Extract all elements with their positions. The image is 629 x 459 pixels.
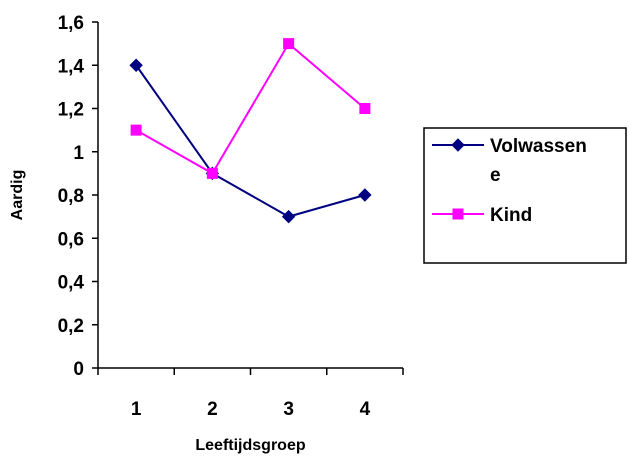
data-point-diamond [281,209,296,224]
y-tick-label: 1 [73,143,84,164]
data-point-diamond [451,138,465,152]
legend-label: e [490,165,501,186]
data-point-square [359,103,371,114]
series-line [135,64,366,218]
series-layer [129,38,372,224]
data-point-diamond [358,188,372,202]
x-tick-label: 1 [131,399,142,420]
y-tick-label: 1,4 [58,56,85,77]
x-tick-label: 4 [360,399,371,420]
data-point-square [283,38,295,50]
data-point-square [130,124,142,136]
data-point-diamond [129,58,143,72]
y-tick-label: 0,6 [58,229,84,250]
y-axis-title: Aardig [9,170,26,221]
x-tick-label: 3 [283,399,294,420]
legend-label: Kind [490,205,532,226]
legend: Volwassen e Kind [423,127,627,264]
series-kind [130,38,371,179]
x-axis-title: Leeftijdsgroep [195,437,305,454]
x-axis-ticks: 1 2 3 4 [97,368,404,420]
y-axis-ticks: 0 0,2 0,4 0,6 0,8 1 1,2 1,4 1,6 [58,13,98,380]
data-point-square [206,167,218,179]
y-tick-label: 1,2 [58,100,84,121]
y-tick-label: 1,6 [58,13,84,34]
legend-entry-volwassene: Volwassen e [432,136,587,186]
y-tick-label: 0,4 [58,273,85,294]
legend-entry-kind: Kind [432,205,532,226]
series-line [135,42,366,175]
y-tick-label: 0,2 [58,316,84,337]
x-tick-label: 2 [207,399,218,420]
y-tick-label: 0,8 [58,186,84,207]
data-point-square [452,208,464,220]
y-tick-label: 0 [73,359,84,380]
legend-label: Volwassen [490,136,587,157]
